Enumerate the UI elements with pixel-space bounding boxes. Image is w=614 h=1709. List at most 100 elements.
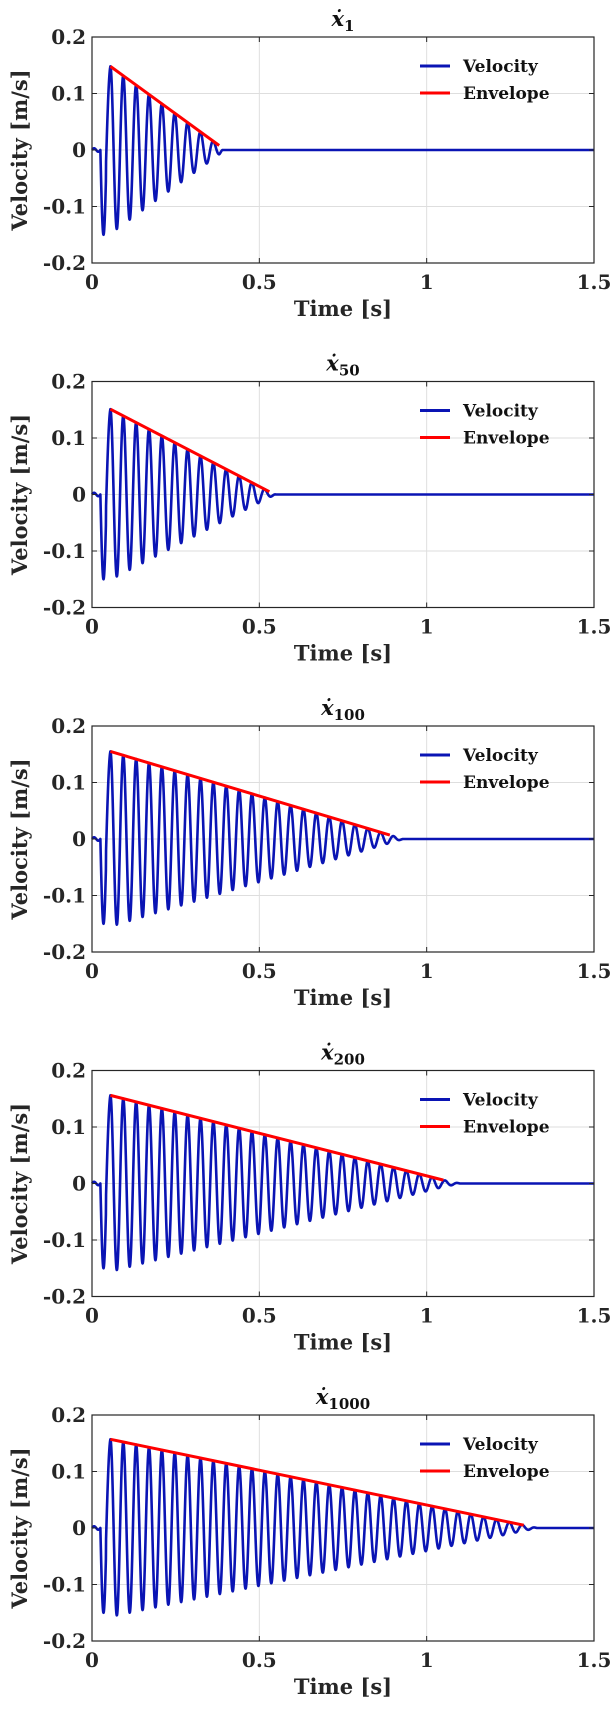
- legend-label-envelope: Envelope: [463, 773, 550, 793]
- x-axis-label: Time [s]: [294, 641, 392, 666]
- x-tick-label: 0: [85, 270, 99, 294]
- y-tick-label: 0.2: [51, 1403, 86, 1427]
- x-tick-label: 0: [85, 959, 99, 983]
- legend-label-envelope: Envelope: [463, 1462, 550, 1482]
- x-tick-label: 1: [420, 1304, 434, 1328]
- envelope-series-line: [109, 65, 221, 147]
- chart-title-subscript: 200: [334, 1051, 365, 1069]
- envelope-series-line: [109, 749, 391, 837]
- chart-title: ẋ200: [320, 1040, 365, 1069]
- x-tick-label: 0.5: [242, 1304, 277, 1328]
- velocity-series-line: [90, 407, 596, 581]
- legend-label-envelope: Envelope: [463, 1118, 550, 1138]
- x-tick-label: 0: [85, 1648, 99, 1672]
- chart-title-main: ẋ: [325, 351, 339, 376]
- y-tick-label: 0.2: [51, 25, 86, 49]
- velocity-series-line: [90, 65, 596, 237]
- y-tick-label: 0.1: [51, 426, 86, 450]
- legend-label-velocity: Velocity: [462, 57, 539, 77]
- y-tick-label: 0: [72, 1516, 86, 1540]
- x-tick-label: 1: [420, 959, 434, 983]
- x-tick-label: 1.5: [577, 959, 612, 983]
- velocity-series-line: [90, 750, 596, 926]
- y-tick-label: 0.1: [51, 1460, 86, 1484]
- chart-title-subscript: 100: [334, 706, 365, 724]
- x-tick-label: 0: [85, 1304, 99, 1328]
- x-tick-label: 1.5: [577, 1304, 612, 1328]
- chart-title-main: ẋ: [315, 1384, 329, 1409]
- y-tick-label: 0.2: [51, 1059, 86, 1083]
- x-tick-label: 0.5: [242, 615, 277, 639]
- y-tick-label: 0.2: [51, 370, 86, 394]
- x-tick-label: 1.5: [577, 615, 612, 639]
- y-tick-label: -0.1: [43, 539, 86, 563]
- x-axis-label: Time [s]: [294, 296, 392, 321]
- y-tick-label: 0: [72, 1172, 86, 1196]
- legend-label-envelope: Envelope: [463, 84, 550, 104]
- y-tick-label: 0: [72, 827, 86, 851]
- y-tick-label: -0.2: [43, 596, 86, 620]
- legend: Velocity Envelope: [420, 1091, 550, 1138]
- chart-panel-5: 0 0.5 1 1.5 0.2 0.1 0 -0.1 -0.2 Time [s] Velocity …: [7, 1384, 611, 1699]
- x-tick-label: 0.5: [242, 270, 277, 294]
- x-tick-label: 1: [420, 615, 434, 639]
- chart-panel-4: 0 0.5 1 1.5 0.2 0.1 0 -0.1 -0.2 Time [s] Velocity …: [7, 1040, 611, 1355]
- x-tick-label: 1.5: [577, 270, 612, 294]
- y-tick-label: 0.2: [51, 714, 86, 738]
- chart-title: ẋ1000: [315, 1384, 370, 1413]
- y-tick-label: -0.2: [43, 251, 86, 275]
- y-tick-label: -0.2: [43, 1285, 86, 1309]
- chart-panel-2: 0 0.5 1 1.5 0.2 0.1 0 -0.1 -0.2 Time [s] Velocity …: [7, 351, 611, 666]
- y-axis-label: Velocity [m/s]: [7, 414, 32, 576]
- y-tick-label: -0.1: [43, 1228, 86, 1252]
- x-axis-label: Time [s]: [294, 1330, 392, 1355]
- legend-label-velocity: Velocity: [462, 1091, 539, 1111]
- y-axis-label: Velocity [m/s]: [7, 1103, 32, 1265]
- y-tick-label: 0: [72, 483, 86, 507]
- chart-title: ẋ100: [320, 695, 365, 724]
- legend: Velocity Envelope: [420, 746, 550, 793]
- chart-title-subscript: 1000: [328, 1395, 370, 1413]
- x-tick-label: 0.5: [242, 959, 277, 983]
- envelope-series-line: [110, 1093, 444, 1182]
- chart-panel-3: 0 0.5 1 1.5 0.2 0.1 0 -0.1 -0.2 Time [s] Velocity …: [7, 695, 611, 1010]
- y-tick-label: -0.2: [43, 1629, 86, 1653]
- chart-title-main: ẋ: [331, 6, 345, 31]
- x-tick-label: 1.5: [577, 1648, 612, 1672]
- chart-title: ẋ50: [325, 351, 359, 380]
- chart-title-subscript: 1: [344, 17, 354, 35]
- legend-label-envelope: Envelope: [463, 429, 550, 449]
- y-tick-label: 0.1: [51, 771, 86, 795]
- legend-label-velocity: Velocity: [462, 746, 539, 766]
- y-tick-label: 0.1: [51, 82, 86, 106]
- legend: Velocity Envelope: [420, 402, 550, 449]
- x-axis-label: Time [s]: [294, 1674, 392, 1699]
- x-tick-label: 1: [420, 1648, 434, 1672]
- chart-title: ẋ1: [331, 6, 355, 35]
- y-tick-label: -0.1: [43, 195, 86, 219]
- y-axis-label: Velocity [m/s]: [7, 1447, 32, 1609]
- chart-title-subscript: 50: [339, 362, 360, 380]
- x-tick-label: 1: [420, 270, 434, 294]
- envelope-series-line: [109, 407, 271, 494]
- legend: Velocity Envelope: [420, 57, 550, 104]
- legend-label-velocity: Velocity: [462, 1435, 539, 1455]
- chart-title-main: ẋ: [320, 695, 334, 720]
- y-tick-label: 0: [72, 138, 86, 162]
- y-tick-label: -0.1: [43, 1573, 86, 1597]
- y-axis-label: Velocity [m/s]: [7, 758, 32, 920]
- x-tick-label: 0: [85, 615, 99, 639]
- chart-panel-1: 0 0.5 1 1.5 0.2 0.1 0 -0.1 -0.2 Time [s] Velocity …: [7, 6, 611, 321]
- legend-label-velocity: Velocity: [462, 402, 539, 422]
- x-tick-label: 0.5: [242, 1648, 277, 1672]
- y-tick-label: 0.1: [51, 1115, 86, 1139]
- velocity-series-line: [90, 1094, 596, 1272]
- x-axis-label: Time [s]: [294, 985, 392, 1010]
- y-tick-label: -0.2: [43, 940, 86, 964]
- chart-title-main: ẋ: [320, 1040, 334, 1065]
- envelope-series-line: [110, 1437, 525, 1527]
- legend: Velocity Envelope: [420, 1435, 550, 1482]
- y-tick-label: -0.1: [43, 884, 86, 908]
- y-axis-label: Velocity [m/s]: [7, 69, 32, 231]
